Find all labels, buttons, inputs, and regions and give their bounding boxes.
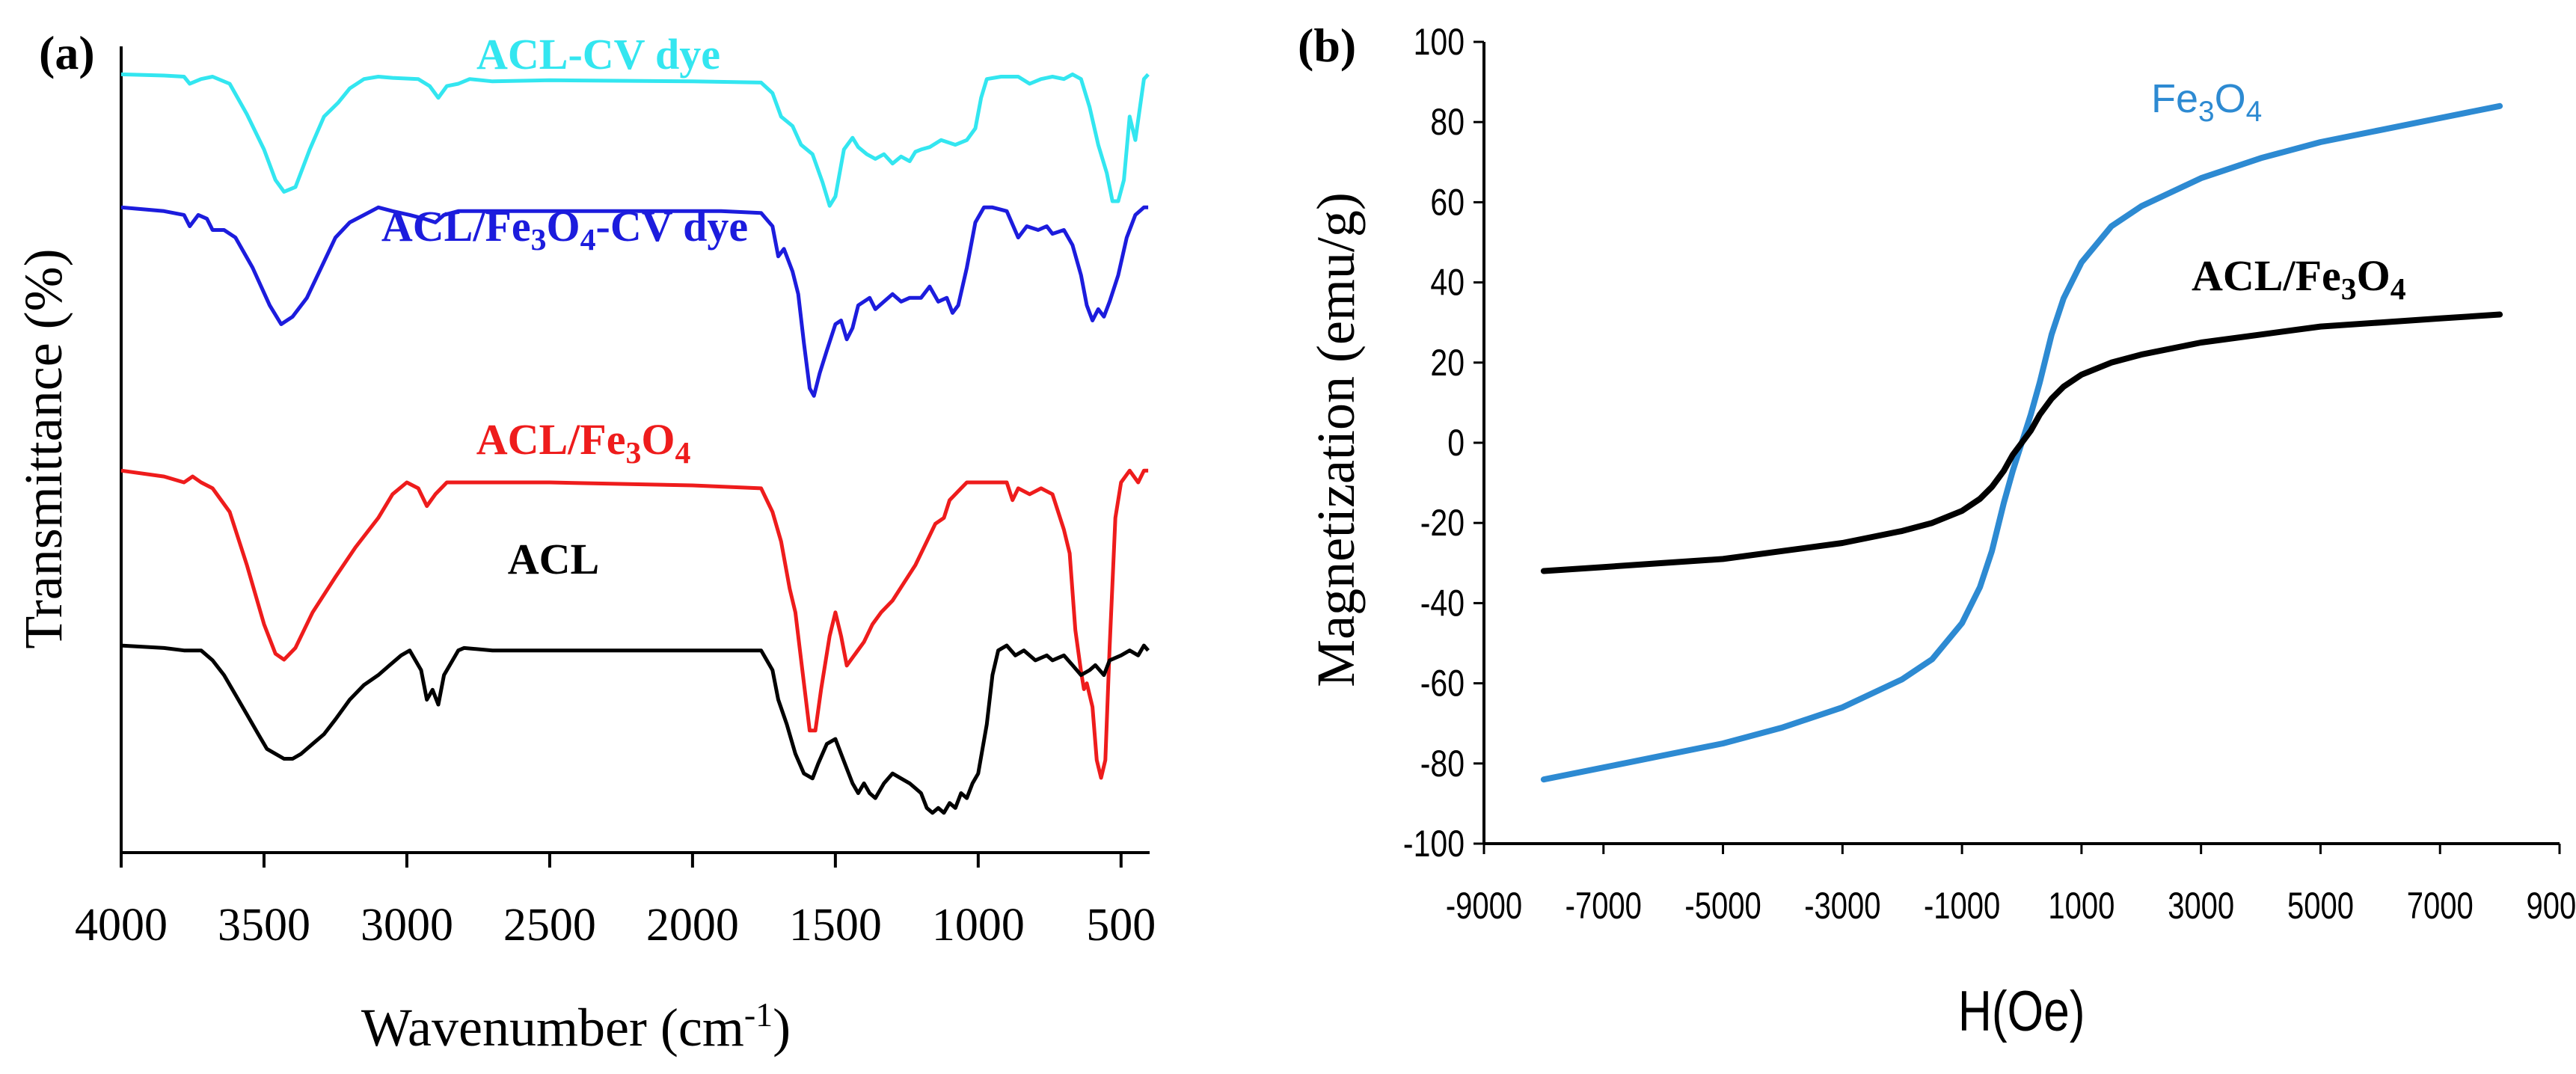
ftir-label-acl-part-0: ACL xyxy=(508,535,599,583)
vsm-x-tick-label: 7000 xyxy=(2407,885,2474,927)
vsm-ticks: -9000 -7000 -5000 -3000 -1000 1000 3000 5000 700… xyxy=(1403,21,2576,927)
ftir-label-acl-fe3o4-part-3: 4 xyxy=(675,436,690,470)
ftir-label-acl-cv-dye: ACL-CV dye xyxy=(476,30,720,79)
vsm-y-tick-label: 0 xyxy=(1447,422,1465,464)
vsm-label-acl-fe3o4: ACL/Fe3O4 xyxy=(2192,251,2406,307)
ftir-x-tick-label: 2500 xyxy=(503,900,596,951)
vsm-y-tick-label: -100 xyxy=(1403,823,1465,865)
ftir-label-acl-cv-dye-part-0: ACL-CV dye xyxy=(476,30,720,79)
ftir-series-line-acl-fe3o4-cv-dye xyxy=(120,205,1149,398)
ftir-x-tick-label: 3500 xyxy=(218,900,310,951)
vsm-series-line-acl-fe3o4 xyxy=(1540,311,2503,574)
ftir-x-tick-label: 2000 xyxy=(646,900,739,951)
vsm-panel: (b) -9000 -7000 -5000 -3000 -1000 1000 3000 500… xyxy=(1298,19,2576,1043)
vsm-label-acl-fe3o4-part-0: ACL/Fe xyxy=(2192,251,2341,300)
vsm-x-tick-label: 1000 xyxy=(2048,885,2115,927)
vsm-y-tick-label: 80 xyxy=(1430,101,1465,143)
ftir-label-acl-fe3o4-cv-dye-part-3: 4 xyxy=(580,223,596,257)
ftir-label-acl-fe3o4-cv-dye-part-1: 3 xyxy=(531,223,547,257)
vsm-label-fe3o4-part-3: 4 xyxy=(2246,96,2263,128)
ftir-label-acl-fe3o4-cv-dye-part-0: ACL/Fe xyxy=(381,202,531,251)
ftir-x-tick-label: 1000 xyxy=(932,900,1025,951)
panel-a-label: (a) xyxy=(39,26,95,79)
ftir-y-axis-title: Transmittance (%) xyxy=(13,248,73,648)
ftir-label-acl-fe3o4: ACL/Fe3O4 xyxy=(476,415,691,470)
ftir-label-acl-fe3o4-cv-dye: ACL/Fe3O4-CV dye xyxy=(381,202,748,257)
ftir-label-acl-fe3o4-cv-dye-part-2: O xyxy=(547,202,580,251)
vsm-y-tick-label: 100 xyxy=(1414,21,1465,63)
ftir-panel: (a) 4000 3500 3000 2500 2000 1500 1000 500 ACL-… xyxy=(13,26,1156,1058)
ftir-series-line-acl xyxy=(120,643,1150,815)
ftir-label-acl-fe3o4-part-2: O xyxy=(641,415,675,464)
vsm-label-fe3o4-part-0: Fe xyxy=(2151,76,2198,121)
vsm-x-tick-label: 9000 xyxy=(2527,885,2576,927)
vsm-y-tick-label: -40 xyxy=(1420,583,1465,625)
vsm-y-tick-label: 20 xyxy=(1430,342,1465,384)
ftir-x-tick-label: 500 xyxy=(1086,900,1156,951)
ftir-xlabel-main: Wavenumber (cm xyxy=(361,998,744,1058)
vsm-x-tick-label: -3000 xyxy=(1804,885,1880,927)
vsm-label-fe3o4-part-2: O xyxy=(2215,76,2246,121)
ftir-series-line-acl-fe3o4 xyxy=(120,468,1149,780)
ftir-label-acl-fe3o4-part-1: 3 xyxy=(625,436,641,470)
vsm-label-acl-fe3o4-part-1: 3 xyxy=(2341,272,2357,307)
ftir-xlabel-close: ) xyxy=(773,998,791,1058)
vsm-x-tick-label: 3000 xyxy=(2168,885,2234,927)
vsm-label-acl-fe3o4-part-3: 4 xyxy=(2391,272,2406,307)
ftir-x-tick-label: 1500 xyxy=(789,900,882,951)
ftir-x-tick-label: 4000 xyxy=(75,900,168,951)
ftir-x-ticks: 4000 3500 3000 2500 2000 1500 1000 500 xyxy=(75,853,1156,951)
vsm-x-tick-label: -1000 xyxy=(1924,885,2000,927)
vsm-x-axis-title: H(Oe) xyxy=(1958,979,2085,1043)
vsm-y-tick-label: 60 xyxy=(1430,182,1465,224)
ftir-label-acl-fe3o4-cv-dye-part-4: -CV dye xyxy=(596,202,749,251)
vsm-x-tick-label: -5000 xyxy=(1684,885,1761,927)
vsm-x-tick-label: -9000 xyxy=(1446,885,1522,927)
vsm-label-acl-fe3o4-part-2: O xyxy=(2357,251,2391,300)
ftir-series-group xyxy=(120,72,1150,815)
vsm-y-axis-title: Magnetization (emu/g) xyxy=(1306,192,1366,687)
ftir-label-acl: ACL xyxy=(508,535,599,583)
ftir-x-axis-title: Wavenumber (cm-1) xyxy=(361,995,791,1058)
vsm-label-fe3o4: Fe3O4 xyxy=(2151,76,2262,128)
vsm-y-tick-label: -80 xyxy=(1420,743,1465,785)
vsm-y-tick-label: -60 xyxy=(1420,663,1465,705)
vsm-x-tick-label: -7000 xyxy=(1565,885,1642,927)
vsm-x-tick-label: 5000 xyxy=(2287,885,2354,927)
ftir-xlabel-sup: -1 xyxy=(744,995,773,1034)
vsm-y-tick-label: -20 xyxy=(1420,502,1465,544)
ftir-series-line-acl-cv-dye xyxy=(120,72,1150,208)
vsm-label-fe3o4-part-1: 3 xyxy=(2198,96,2215,128)
ftir-x-tick-label: 3000 xyxy=(361,900,453,951)
vsm-y-tick-label: 40 xyxy=(1430,262,1465,304)
panel-b-label: (b) xyxy=(1298,19,1356,72)
vsm-series-group xyxy=(1540,102,2503,783)
ftir-label-acl-fe3o4-part-0: ACL/Fe xyxy=(476,415,626,464)
